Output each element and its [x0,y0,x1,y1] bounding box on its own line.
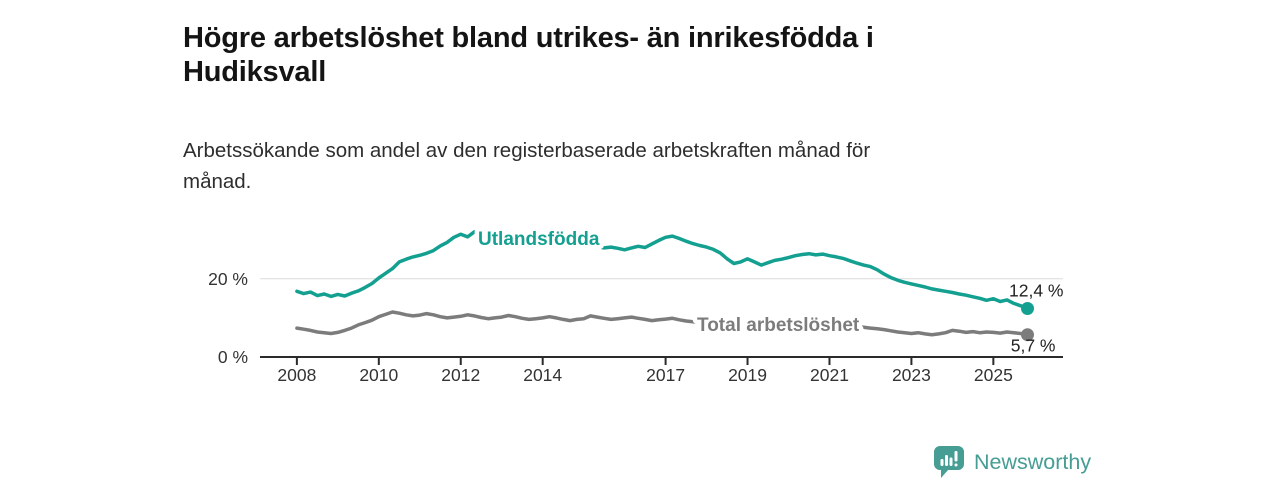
chart-subtitle-line-2: månad. [183,169,252,193]
chart-subtitle: Arbetssökande som andel av den registerb… [183,135,870,197]
x-tick-label-2023: 2023 [892,365,931,385]
x-tick-label-2012: 2012 [441,365,480,385]
series-end-value-1: 5,7 % [1011,336,1056,356]
newsworthy-bubble-chart-icon [934,446,964,478]
x-tick-label-2025: 2025 [974,365,1013,385]
series-end-value-0: 12,4 % [1009,280,1063,300]
newsworthy-brand-name: Newsworthy [974,449,1092,474]
chart-subtitle-line-1: Arbetssökande som andel av den registerb… [183,138,871,162]
page-title-line-1: Högre arbetslöshet bland utrikes- än inr… [183,22,874,55]
newsworthy-logo[interactable]: Newsworthy [933,444,1091,480]
x-tick-label-2014: 2014 [523,365,562,385]
x-tick-label-2021: 2021 [810,365,849,385]
series-end-dot-1 [1020,328,1034,342]
series-line-1 [295,310,1030,337]
series-label-1: Total arbetslöshet [697,315,860,336]
y-tick-label-0: 0 % [218,347,248,367]
page-title-line-2: Hudiksvall [183,56,327,89]
series-end-dot-0 [1020,301,1034,315]
series-label-0: Utlandsfödda [478,229,600,250]
x-tick-label-2010: 2010 [359,365,398,385]
x-tick-label-2019: 2019 [728,365,767,385]
y-tick-label-20: 20 % [208,269,248,289]
x-tick-label-2017: 2017 [646,365,685,385]
series-line-0 [295,230,1030,311]
page-title: Högre arbetslöshet bland utrikes- än inr… [183,21,874,89]
x-tick-label-2008: 2008 [277,365,316,385]
